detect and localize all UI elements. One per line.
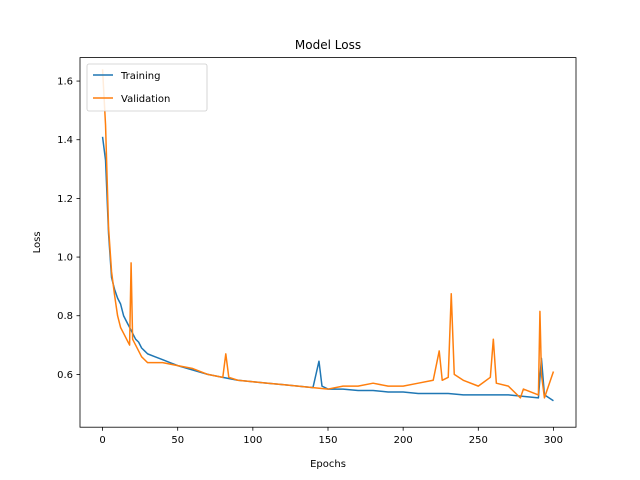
legend-box (86, 63, 208, 112)
x-tick-label: 100 (243, 435, 262, 446)
legend-label-validation: Validation (121, 94, 170, 105)
y-axis-label: Loss (32, 231, 43, 253)
x-tick-label: 200 (394, 435, 413, 446)
y-tick-label: 0.8 (57, 311, 73, 322)
y-tick-label: 1.2 (57, 194, 73, 205)
y-axis: 0.6 0.8 1.0 1.2 1.4 1.6 (57, 77, 80, 381)
legend-label-training: Training (120, 71, 160, 82)
y-tick-label: 1.0 (57, 253, 73, 264)
series-line-validation (101, 69, 555, 399)
x-tick-label: 0 (99, 435, 105, 446)
x-axis-label: Epochs (310, 459, 346, 470)
legend: Training Validation (86, 63, 208, 112)
x-tick-label: 300 (544, 435, 563, 446)
y-tick-label: 1.4 (57, 135, 73, 146)
y-tick-label: 0.6 (57, 370, 73, 381)
y-tick-label: 1.6 (57, 77, 73, 88)
x-axis: 0 50 100 150 200 250 300 (99, 427, 563, 446)
x-tick-label: 50 (171, 435, 184, 446)
x-tick-label: 250 (469, 435, 488, 446)
chart-title: Model Loss (295, 38, 361, 52)
series-layer (101, 69, 555, 402)
x-tick-label: 150 (318, 435, 337, 446)
